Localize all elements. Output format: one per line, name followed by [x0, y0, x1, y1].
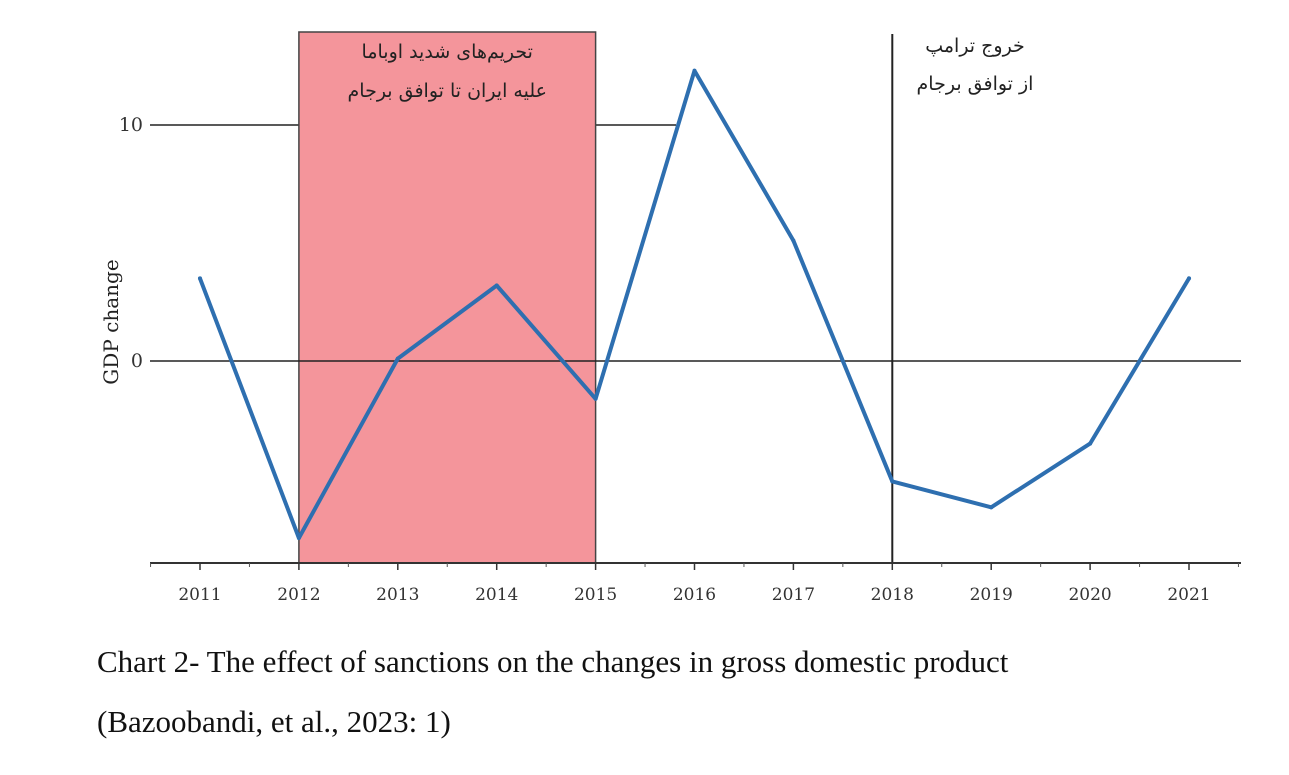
gdp-data-point [198, 276, 202, 281]
x-tick-label: 2019 [970, 585, 1013, 605]
gdp-data-points [198, 68, 1191, 540]
gdp-data-point [791, 238, 796, 243]
y-tick-label: 0 [131, 350, 143, 372]
sanctions-annotation-line-2: علیه ایران تا توافق برجام [348, 80, 547, 102]
x-tick-label: 2012 [277, 585, 320, 605]
gdp-data-point [1088, 441, 1093, 446]
x-tick-label: 2015 [574, 585, 617, 605]
gdp-data-point [890, 479, 895, 484]
y-axis-label: GDP change [99, 259, 123, 384]
gdp-data-point [692, 68, 697, 73]
x-tick-label: 2016 [673, 585, 716, 605]
x-tick-label: 2021 [1167, 585, 1210, 605]
sanctions-annotation-line-1: تحریم‌های شدید اوباما [362, 41, 533, 63]
chart-caption-title: Chart 2- The effect of sanctions on the … [97, 644, 1009, 679]
x-tick-label: 2018 [871, 585, 914, 605]
y-tick-label: 10 [119, 114, 143, 136]
gdp-data-point [593, 396, 598, 401]
gdp-data-point [395, 356, 400, 361]
gdp-data-point [296, 536, 301, 540]
gdp-change-chart: 2011 2012 2013 2014 2015 2016 2017 2018 2019 2020… [99, 31, 1241, 605]
withdrawal-annotation-line-1: خروج ترامپ [925, 35, 1025, 57]
gdp-data-point [494, 283, 499, 288]
x-axis-tick-labels: 2011 2012 2013 2014 2015 2016 2017 2018 2019 2020… [178, 585, 1210, 605]
sanctions-period-shade [298, 31, 597, 564]
withdrawal-annotation-line-2: از توافق برجام [917, 73, 1034, 95]
x-axis-ticks [150, 563, 1239, 570]
chart-caption-source: (Bazoobandi, et al., 2023: 1) [97, 704, 451, 739]
gdp-data-point [989, 505, 994, 510]
x-tick-label: 2017 [772, 585, 815, 605]
y-axis-tick-labels: 0 10 [119, 114, 143, 372]
gdp-data-point [1187, 276, 1191, 281]
x-tick-label: 2020 [1068, 585, 1111, 605]
x-tick-label: 2013 [376, 585, 419, 605]
x-tick-label: 2014 [475, 585, 518, 605]
x-tick-label: 2011 [178, 585, 221, 605]
